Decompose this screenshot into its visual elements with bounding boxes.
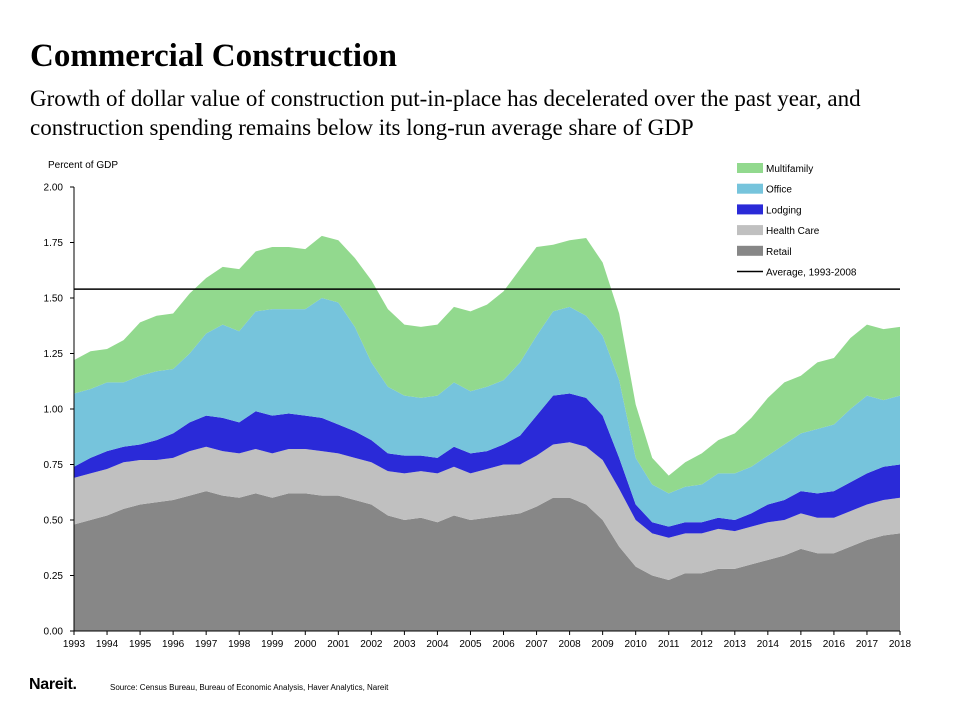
x-tick-label: 2012 bbox=[691, 639, 714, 650]
x-tick-label: 2002 bbox=[360, 639, 383, 650]
area-office bbox=[74, 298, 900, 527]
x-tick-label: 1997 bbox=[195, 639, 218, 650]
legend-swatch-multifamily bbox=[737, 163, 763, 173]
y-tick-label: 0.75 bbox=[44, 460, 64, 471]
y-tick-label: 0.00 bbox=[44, 627, 64, 638]
legend: Multifamily Office Lodging Health Care Retai… bbox=[737, 163, 857, 279]
legend-label: Office bbox=[766, 185, 792, 196]
legend-swatch-retail bbox=[737, 245, 763, 256]
x-tick-label: 2009 bbox=[592, 639, 615, 650]
x-tick-label: 1996 bbox=[162, 639, 185, 650]
x-tick-label: 1995 bbox=[129, 639, 152, 650]
legend-swatch-lodging bbox=[737, 204, 763, 215]
x-tick-label: 2017 bbox=[856, 639, 879, 650]
x-tick-label: 2016 bbox=[823, 639, 846, 650]
legend-label: Multifamily bbox=[766, 164, 813, 175]
x-tick-label: 2006 bbox=[492, 639, 515, 650]
legend-label: Average, 1993-2008 bbox=[766, 268, 857, 279]
y-tick-label: 1.25 bbox=[44, 349, 64, 360]
x-tick-label: 2005 bbox=[459, 639, 482, 650]
x-tick-label: 1994 bbox=[96, 639, 119, 650]
x-tick-label: 1999 bbox=[261, 639, 284, 650]
y-tick-label: 0.50 bbox=[44, 516, 64, 527]
x-tick-label: 1993 bbox=[63, 639, 86, 650]
source-note: Source: Census Bureau, Bureau of Economi… bbox=[110, 683, 389, 692]
y-tick-label: 2.00 bbox=[44, 183, 64, 194]
x-tick-label: 2013 bbox=[724, 639, 747, 650]
y-tick-label: 1.50 bbox=[44, 294, 64, 305]
legend-label: Lodging bbox=[766, 205, 802, 216]
axes-group: 0.00 0.25 0.50 0.75 1.00 1.25 1.50 1.75 2.00 1993… bbox=[44, 183, 912, 651]
x-tick-label: 2003 bbox=[393, 639, 416, 650]
x-tick-label: 2007 bbox=[525, 639, 548, 650]
x-tick-label: 2011 bbox=[658, 639, 680, 650]
x-tick-label: 2004 bbox=[426, 639, 449, 650]
legend-label: Health Care bbox=[766, 226, 820, 237]
x-tick-label: 2010 bbox=[625, 639, 648, 650]
y-axis-label: Percent of GDP bbox=[48, 160, 118, 171]
area-health-care bbox=[74, 442, 900, 580]
area-series-group bbox=[74, 235, 900, 631]
x-tick-label: 2018 bbox=[889, 639, 912, 650]
area-multifamily bbox=[74, 235, 900, 494]
x-tick-label: 2015 bbox=[790, 639, 813, 650]
y-tick-label: 1.75 bbox=[44, 238, 64, 249]
area-retail bbox=[74, 491, 900, 631]
page-title: Commercial Construction bbox=[30, 38, 397, 74]
area-lodging bbox=[74, 393, 900, 538]
legend-swatch-office bbox=[737, 183, 763, 194]
x-tick-label: 2000 bbox=[294, 639, 317, 650]
x-tick-label: 1998 bbox=[228, 639, 251, 650]
legend-label: Retail bbox=[766, 247, 792, 258]
x-tick-label: 2014 bbox=[757, 639, 780, 650]
x-tick-label: 2008 bbox=[558, 639, 581, 650]
x-tick-label: 2001 bbox=[327, 639, 350, 650]
y-tick-label: 1.00 bbox=[44, 405, 64, 416]
page-subtitle: Growth of dollar value of construction p… bbox=[30, 86, 861, 140]
nareit-logo: Nareit. bbox=[29, 676, 77, 693]
legend-swatch-health-care bbox=[737, 225, 763, 236]
y-tick-label: 0.25 bbox=[44, 571, 64, 582]
